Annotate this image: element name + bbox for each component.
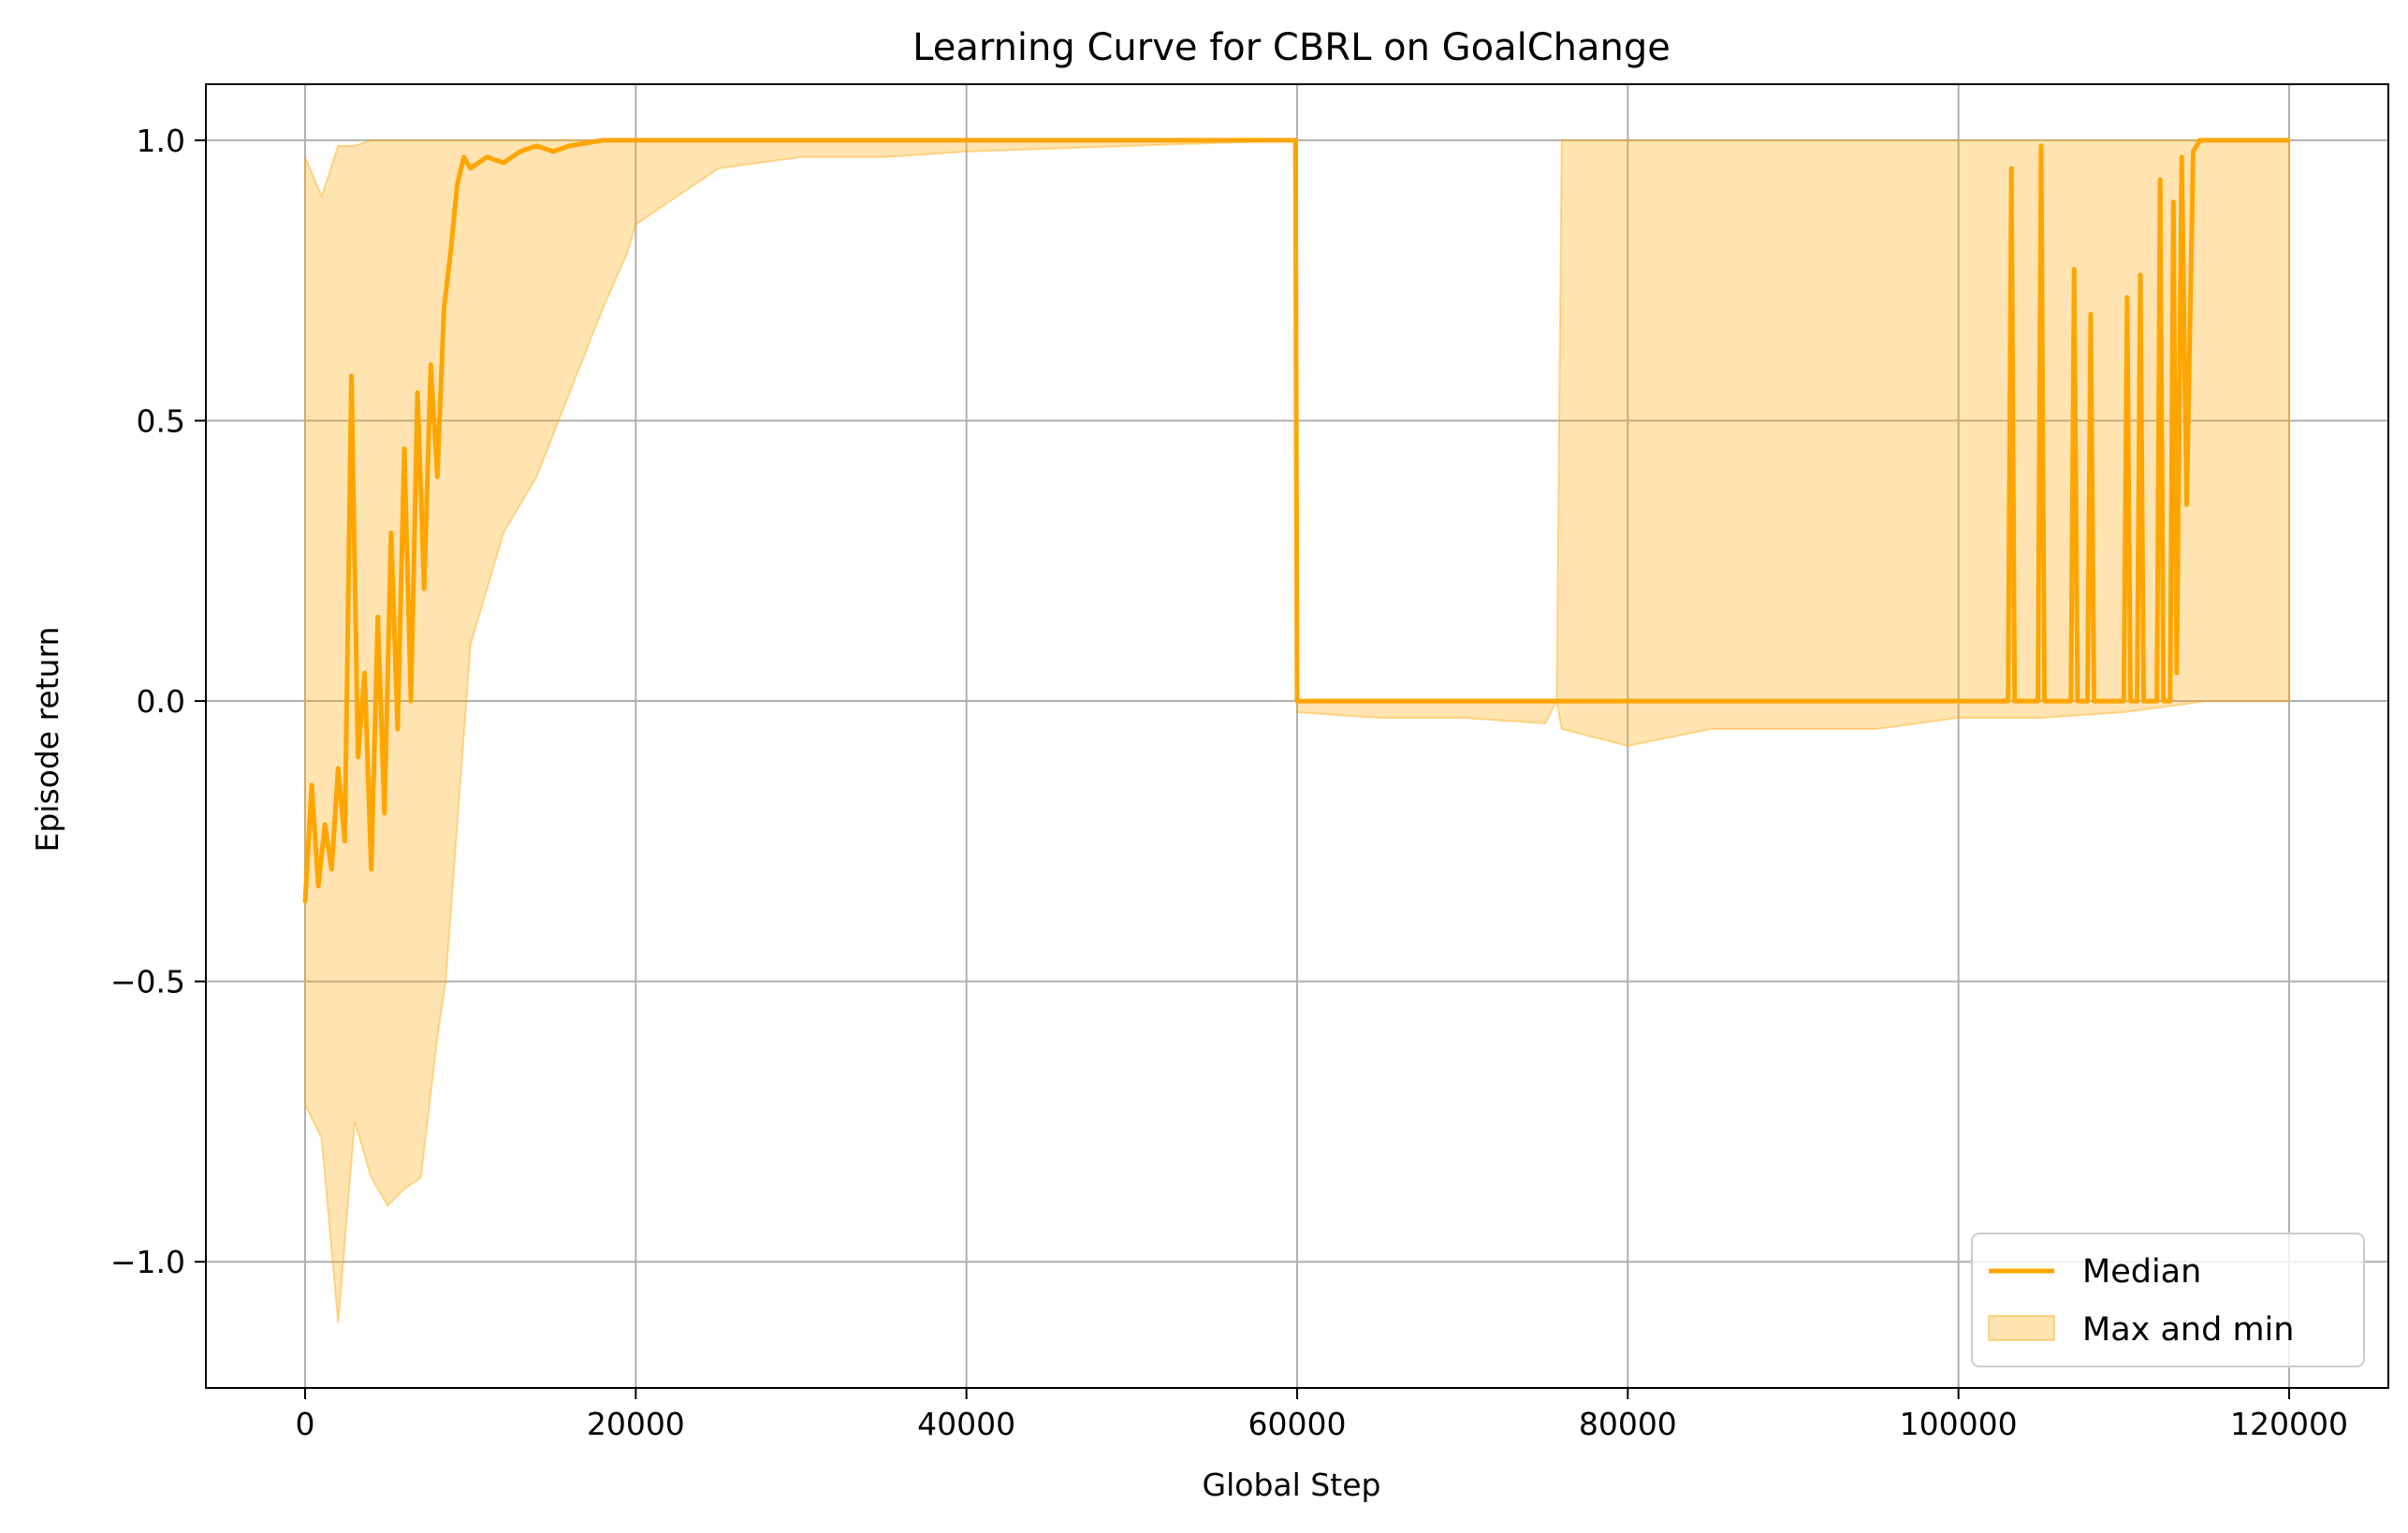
y-tick-label: 0.0 [137,683,185,720]
max-min-band [304,139,2290,1324]
x-tick-label: 20000 [587,1406,685,1442]
legend-label: Max and min [2082,1311,2294,1349]
y-axis-label: Episode return [29,627,66,853]
median-line [302,138,2289,903]
x-axis-label: Global Step [1203,1467,1381,1503]
x-tick-label: 100000 [1900,1406,2018,1442]
max-min-band-area [304,139,2290,1324]
y-tick-label: 0.5 [137,402,185,439]
x-tick-label: 80000 [1579,1406,1677,1442]
legend-swatch-band [1988,1315,2055,1341]
chart-title: Learning Curve for CBRL on GoalChange [912,26,1671,69]
x-tick-label: 60000 [1248,1406,1347,1442]
legend: Median Max and min [1971,1233,2365,1367]
y-axis-ticks: −1.0 −0.5 0.0 0.5 1.0 [110,123,206,1280]
legend-label: Median [2082,1253,2201,1291]
x-tick-label: 0 [296,1406,315,1442]
x-tick-label: 120000 [2230,1406,2348,1442]
y-tick-label: 1.0 [137,123,185,159]
median-line-group [302,138,2289,903]
legend-box [1971,1233,2365,1367]
y-tick-label: −0.5 [110,964,185,1000]
x-tick-label: 40000 [917,1406,1015,1442]
x-axis-ticks: 0 20000 40000 60000 80000 100000 120000 [296,1388,2348,1442]
y-tick-label: −1.0 [110,1244,185,1280]
